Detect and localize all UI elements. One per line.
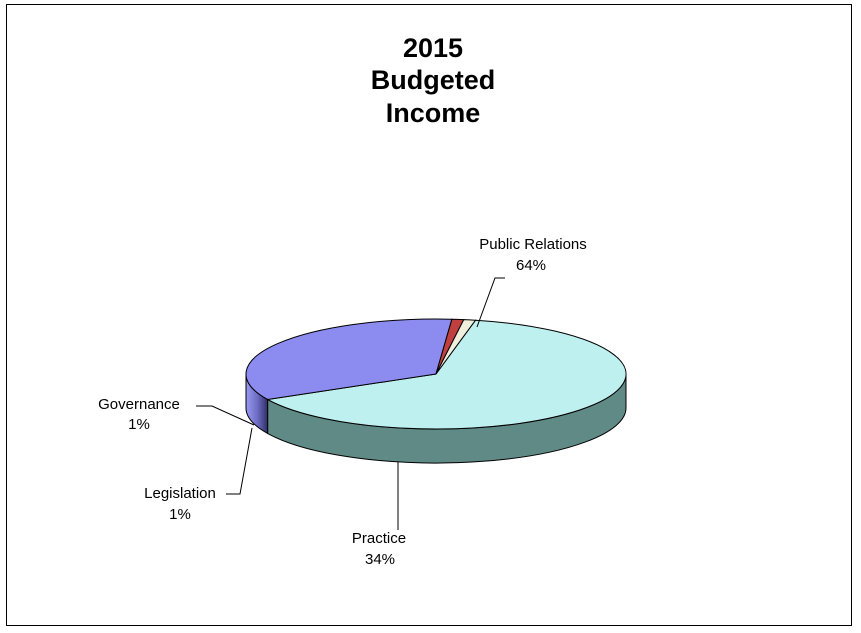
label-public-relations-percent: 64% (516, 257, 546, 274)
label-legislation-percent: 1% (169, 506, 191, 523)
label-public-relations-name: Public Relations (479, 236, 587, 253)
leader-line-governance (196, 405, 255, 426)
label-practice-percent: 34% (365, 551, 395, 568)
chart-title-line-1: 2015 (403, 33, 463, 63)
label-legislation-name: Legislation (144, 485, 216, 502)
pie-slices (245, 318, 627, 464)
chart-title-line-3: Income (386, 98, 481, 128)
chart-title-line-2: Budgeted (371, 65, 496, 95)
chart-title: 2015 Budgeted Income (371, 33, 496, 128)
slice-top-governance (435, 319, 477, 375)
slice-top-public-relations (266, 319, 627, 430)
slice-top-practice (245, 318, 453, 401)
label-practice-name: Practice (352, 530, 406, 547)
label-governance-percent: 1% (128, 416, 150, 433)
leader-line-public-relations (476, 277, 505, 328)
chart-frame (6, 4, 852, 626)
leader-line-legislation (226, 427, 253, 495)
leader-lines (196, 277, 505, 530)
slice-labels: Public Relations 64% Practice 34% Govern… (98, 236, 587, 568)
label-governance-name: Governance (98, 396, 180, 413)
